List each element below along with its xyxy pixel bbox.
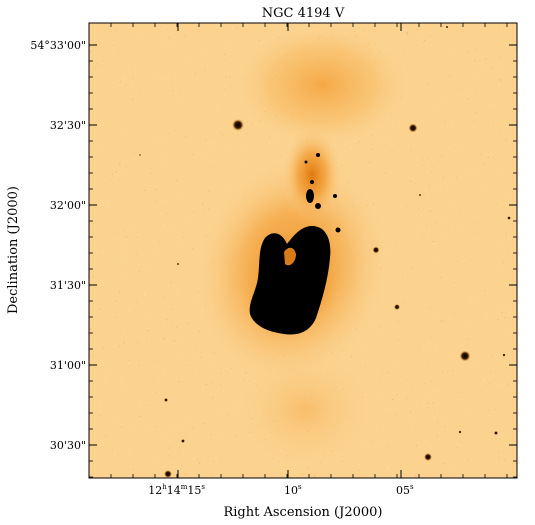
northern-knot-halo — [282, 127, 342, 223]
y-axis-label: Declination (J2000) — [6, 186, 21, 314]
x-tick-label-ra-05: 05s — [396, 483, 414, 497]
y-tick-label: 30'30" — [50, 439, 86, 452]
star — [394, 304, 400, 310]
star — [507, 216, 511, 220]
field-stars — [139, 25, 511, 478]
galaxy-core — [249, 226, 331, 335]
star — [139, 154, 141, 156]
x-axis-label: Right Ascension (J2000) — [223, 505, 382, 520]
star — [424, 453, 432, 461]
upper-tidal-plume — [234, 23, 410, 147]
y-tick-label: 31'30" — [50, 279, 86, 292]
star — [232, 119, 244, 131]
star — [372, 246, 380, 254]
plot-frame — [88, 22, 518, 479]
x-tick-label-ra-15: 12h14m15s — [148, 483, 205, 497]
y-tick-label: 32'30" — [50, 119, 86, 132]
minor-tick-marks — [89, 23, 517, 478]
star — [502, 353, 506, 357]
star — [418, 193, 422, 197]
galaxy-image — [89, 23, 517, 478]
x-tick-label-ra-10: 10s — [284, 483, 302, 497]
figure-title: NGC 4194 V — [262, 6, 345, 21]
galaxy-core-notch — [284, 247, 296, 266]
star — [176, 262, 180, 266]
x-tick-labels: 12h14m15s 10s 05s — [148, 483, 414, 497]
star — [164, 470, 172, 478]
star — [459, 350, 471, 362]
y-tick-label: 32'00" — [50, 199, 86, 212]
star — [494, 431, 498, 435]
star-forming-knots — [304, 153, 341, 233]
star — [408, 123, 418, 133]
star — [164, 398, 168, 402]
star — [458, 430, 462, 434]
y-tick-label: 54°33'00" — [30, 39, 86, 52]
star — [181, 439, 185, 443]
y-tick-labels: 54°33'00" 32'30" 32'00" 31'30" 31'00" 30… — [30, 39, 86, 452]
star — [445, 25, 449, 29]
y-tick-label: 31'00" — [50, 359, 86, 372]
